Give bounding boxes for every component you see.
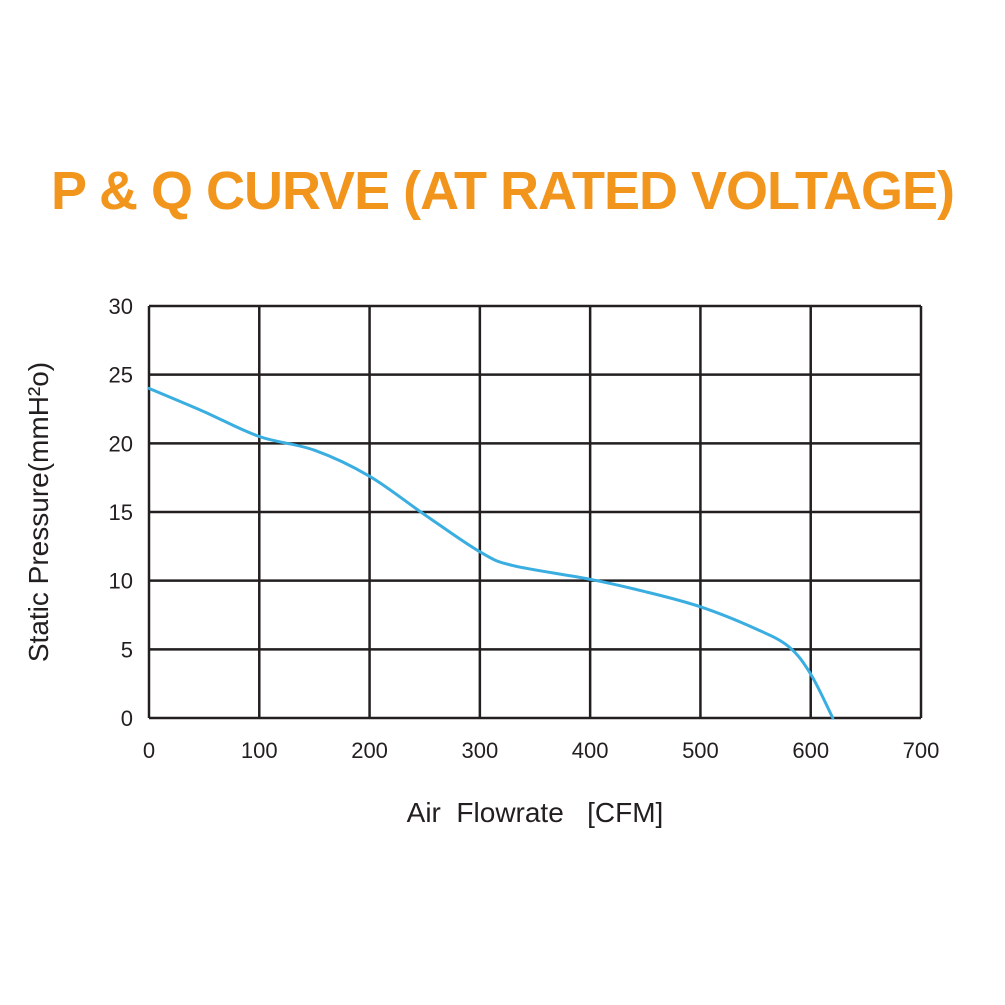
chart-title: P & Q CURVE (AT RATED VOLTAGE) [50,161,955,221]
tick-labels: 0 100 200 300 400 500 600 700 0 5 10 15 20 25 30 [109,294,940,763]
y-tick-label: 0 [121,706,133,731]
x-tick-label: 100 [241,738,278,763]
x-tick-label: 300 [461,738,498,763]
y-axis-label: Static Pressure(mmH²o) [23,362,54,662]
x-tick-label: 700 [903,738,940,763]
x-axis-label: Air Flowrate [CFM] [407,797,664,828]
x-tick-label: 0 [143,738,155,763]
x-tick-label: 500 [682,738,719,763]
x-tick-label: 400 [572,738,609,763]
y-tick-label: 15 [109,500,133,525]
grid [147,304,923,720]
y-tick-label: 20 [109,431,133,456]
pq-curve-line [147,386,835,720]
x-tick-label: 200 [351,738,388,763]
y-tick-label: 25 [109,363,133,388]
y-tick-label: 10 [109,569,133,594]
curve-layer [147,386,835,720]
y-tick-label: 5 [121,637,133,662]
x-tick-label: 600 [792,738,829,763]
y-tick-label: 30 [109,294,133,319]
